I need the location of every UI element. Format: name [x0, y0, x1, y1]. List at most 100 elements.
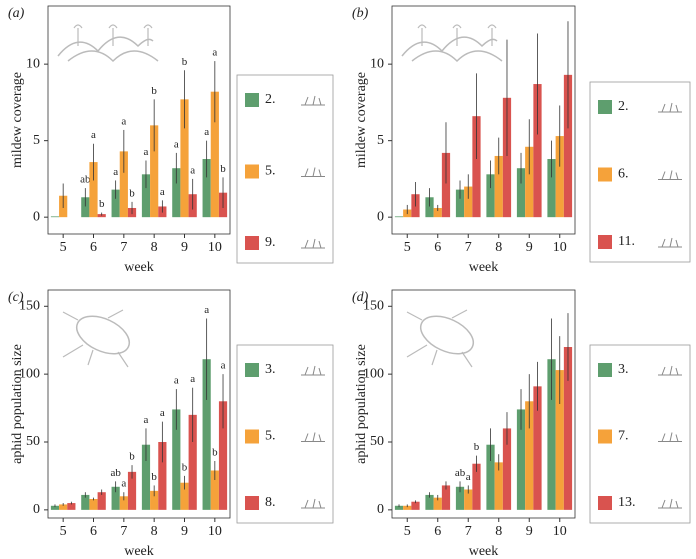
x-tick-label: 5: [60, 240, 67, 255]
bar: [486, 174, 495, 218]
x-axis-title: week: [469, 544, 499, 559]
legend-box: [236, 74, 334, 264]
significance-letter: a: [144, 414, 149, 426]
bar: [172, 409, 181, 510]
bar: [486, 444, 495, 510]
bar: [464, 489, 473, 510]
legend-icon: [658, 170, 682, 180]
bar: [111, 486, 120, 510]
bar: [533, 386, 542, 510]
legend-swatch: [245, 363, 259, 377]
bar: [547, 359, 556, 510]
bar: [81, 197, 90, 218]
plot-frame: [47, 5, 231, 235]
x-tick-label: 6: [90, 524, 97, 539]
panel-label: (d): [352, 290, 369, 305]
bar: [441, 485, 451, 510]
legend-label: 5.: [265, 429, 276, 444]
significance-letter: a: [204, 304, 209, 316]
sketch: [62, 309, 129, 368]
x-tick-label: 9: [181, 524, 188, 539]
bar: [180, 482, 189, 510]
bar: [516, 168, 526, 218]
bar: [403, 505, 412, 510]
legend-icon: [658, 102, 682, 113]
bar: [455, 486, 465, 510]
bar: [81, 494, 90, 510]
significance-letter: b: [129, 187, 135, 199]
y-tick-label: 10: [26, 56, 40, 71]
bar: [50, 505, 60, 510]
x-tick-label: 5: [60, 524, 67, 539]
y-tick-label: 100: [363, 366, 384, 381]
bar: [150, 490, 159, 510]
bar: [394, 216, 404, 218]
y-tick-label: 150: [19, 299, 40, 314]
bar: [563, 347, 573, 510]
sketch: [75, 315, 131, 355]
legend-label: 3.: [265, 362, 276, 377]
significance-letter: ab: [110, 467, 121, 479]
bar: [425, 197, 434, 218]
legend-swatch: [245, 93, 259, 107]
significance-letter: a: [113, 166, 118, 178]
legend-icon: [301, 167, 325, 177]
y-tick-label: 100: [19, 366, 40, 381]
bar: [89, 162, 98, 218]
x-tick-label: 8: [151, 240, 158, 255]
bar: [394, 505, 404, 510]
legend-swatch: [245, 164, 259, 179]
bar: [141, 444, 151, 510]
legend-label: 5.: [265, 164, 276, 179]
significance-letter: a: [160, 186, 165, 198]
legend-icon: [301, 498, 325, 509]
bar: [502, 428, 512, 510]
panel-label: (c): [8, 290, 24, 305]
bar: [425, 494, 434, 510]
sketch: [143, 24, 153, 46]
legend-swatch: [598, 363, 612, 377]
x-tick-label: 6: [434, 240, 441, 255]
x-tick-label: 9: [526, 524, 533, 539]
significance-letter: ab: [455, 467, 466, 479]
y-axis-title: aphid population size: [10, 344, 25, 464]
significance-letter: b: [129, 451, 135, 463]
y-tick-label: 50: [370, 434, 384, 449]
x-tick-label: 6: [90, 240, 97, 255]
legend-label: 6.: [618, 167, 629, 182]
bar: [533, 84, 542, 218]
legend-icon: [301, 432, 325, 442]
significance-letter: a: [221, 360, 226, 372]
bar: [67, 503, 76, 510]
legend-icon: [301, 95, 325, 106]
x-tick-label: 9: [181, 240, 188, 255]
bar: [141, 174, 151, 218]
sketch: [401, 36, 503, 63]
significance-letter: a: [174, 138, 179, 150]
bar: [472, 463, 481, 510]
bar: [494, 155, 503, 218]
bar: [502, 97, 512, 218]
bar: [547, 159, 556, 218]
bar: [516, 409, 526, 510]
significance-letter: a: [174, 375, 179, 387]
y-tick-label: 0: [33, 209, 40, 224]
bar: [158, 442, 167, 510]
y-tick-label: 150: [363, 299, 384, 314]
legend-label: 11.: [618, 234, 635, 249]
significance-letter: b: [212, 447, 218, 459]
sketch: [108, 24, 118, 46]
legend-icon: [658, 237, 682, 248]
legend-box: [236, 344, 334, 524]
y-tick-label: 0: [33, 502, 40, 517]
x-tick-label: 10: [553, 240, 567, 255]
significance-letter: b: [151, 471, 157, 483]
bar: [464, 186, 473, 218]
legend-label: 2.: [265, 92, 276, 107]
panel-label: (a): [8, 6, 25, 21]
bar: [202, 159, 211, 218]
significance-letter: a: [190, 373, 195, 385]
x-axis-title: week: [124, 544, 154, 559]
y-tick-label: 0: [377, 502, 384, 517]
